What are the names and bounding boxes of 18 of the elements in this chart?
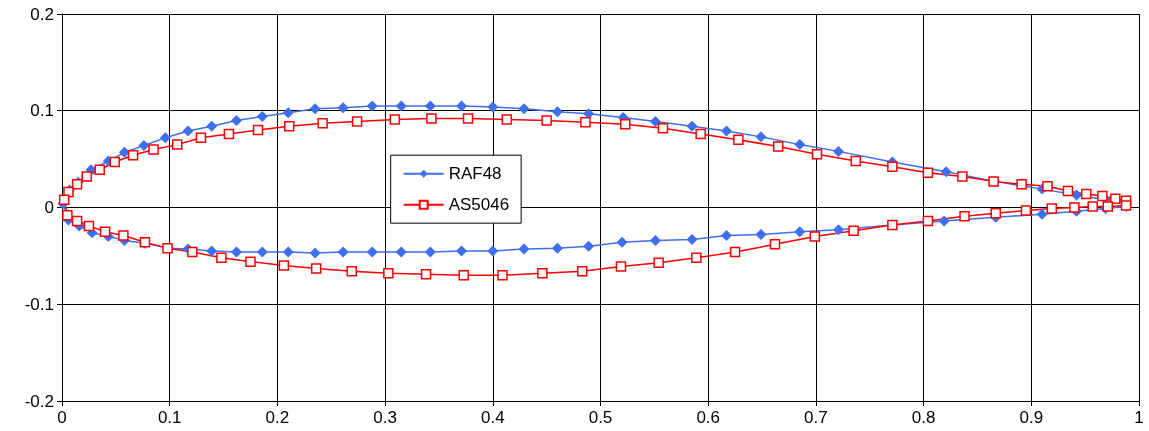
x-tick-label: 0.4	[480, 408, 505, 427]
x-tick-label: 0.7	[804, 408, 828, 427]
y-tick-label: 0.1	[30, 101, 54, 121]
y-tick-label: 0	[44, 198, 54, 217]
y-tick-label: 0.2	[30, 4, 54, 24]
x-tick-label: 0.9	[1019, 408, 1044, 427]
x-tick-label: 0.1	[157, 408, 182, 427]
x-tick-label: 1	[1134, 408, 1144, 427]
y-tick-label: -0.2	[24, 391, 54, 411]
x-tick-label: 0.8	[911, 408, 936, 427]
x-tick-label: 0.2	[265, 408, 290, 427]
legend-label: AS5046	[448, 195, 510, 215]
y-tick-label: -0.1	[24, 294, 54, 314]
x-tick-label: 0	[57, 408, 67, 427]
x-tick-label: 0.5	[588, 408, 613, 427]
x-tick-label: 0.6	[696, 408, 721, 427]
legend-label: RAF48	[448, 164, 502, 184]
x-tick-label: 0.3	[373, 408, 397, 427]
